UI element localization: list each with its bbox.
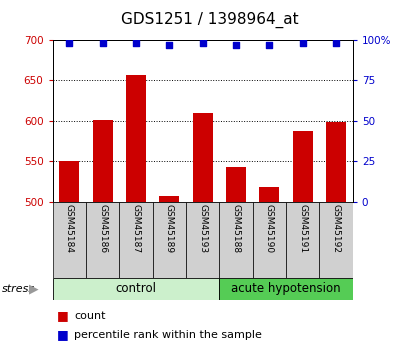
Text: GSM45192: GSM45192 [332, 204, 341, 253]
Bar [119, 202, 152, 278]
Text: acute hypotension: acute hypotension [231, 283, 341, 295]
Bar [286, 202, 320, 278]
Text: GSM45187: GSM45187 [131, 204, 140, 253]
Text: GSM45184: GSM45184 [65, 204, 73, 253]
Bar [326, 121, 346, 202]
Bar [260, 187, 279, 202]
Text: GSM45189: GSM45189 [165, 204, 174, 253]
Text: GSM45188: GSM45188 [231, 204, 241, 253]
Text: percentile rank within the sample: percentile rank within the sample [74, 330, 262, 339]
Text: GDS1251 / 1398964_at: GDS1251 / 1398964_at [121, 12, 299, 28]
Bar [219, 202, 253, 278]
Bar [253, 202, 286, 278]
Text: control: control [116, 283, 156, 295]
Point [333, 40, 339, 46]
Point [299, 40, 306, 46]
Point [133, 40, 139, 46]
Bar [219, 278, 353, 300]
Bar [86, 202, 119, 278]
Text: count: count [74, 311, 106, 321]
Point [99, 40, 106, 46]
Text: GSM45191: GSM45191 [298, 204, 307, 253]
Bar [152, 202, 186, 278]
Text: ■: ■ [57, 328, 68, 341]
Point [66, 40, 73, 46]
Bar [126, 75, 146, 202]
Text: ▶: ▶ [29, 283, 38, 295]
Bar [193, 114, 213, 202]
Bar [159, 196, 179, 202]
Point [266, 42, 273, 47]
Text: stress: stress [2, 284, 35, 294]
Bar [52, 278, 219, 300]
Bar [226, 167, 246, 202]
Bar [52, 202, 86, 278]
Point [200, 40, 206, 46]
Point [166, 42, 173, 47]
Text: GSM45186: GSM45186 [98, 204, 107, 253]
Bar [320, 202, 353, 278]
Text: ■: ■ [57, 309, 68, 322]
Bar [59, 161, 79, 202]
Text: GSM45190: GSM45190 [265, 204, 274, 253]
Bar [92, 120, 113, 202]
Bar [293, 131, 313, 202]
Bar [186, 202, 219, 278]
Text: GSM45193: GSM45193 [198, 204, 207, 253]
Point [233, 42, 239, 47]
